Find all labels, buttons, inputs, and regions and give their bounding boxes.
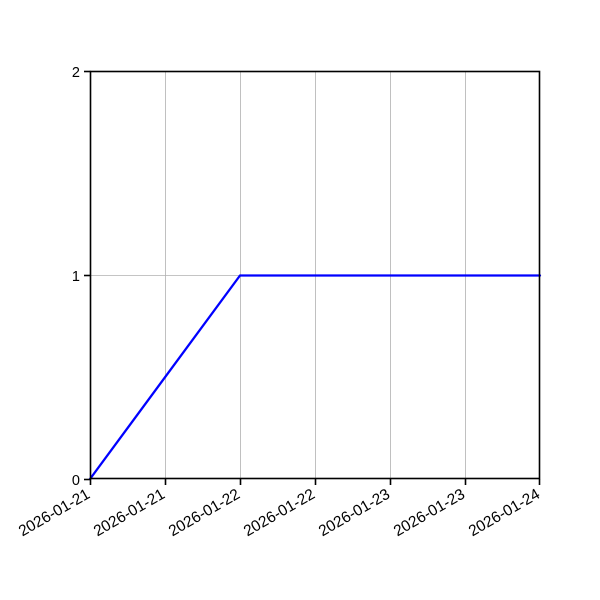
- svg-text:2: 2: [72, 65, 80, 81]
- svg-text:1: 1: [72, 269, 80, 285]
- svg-text:0: 0: [72, 473, 80, 489]
